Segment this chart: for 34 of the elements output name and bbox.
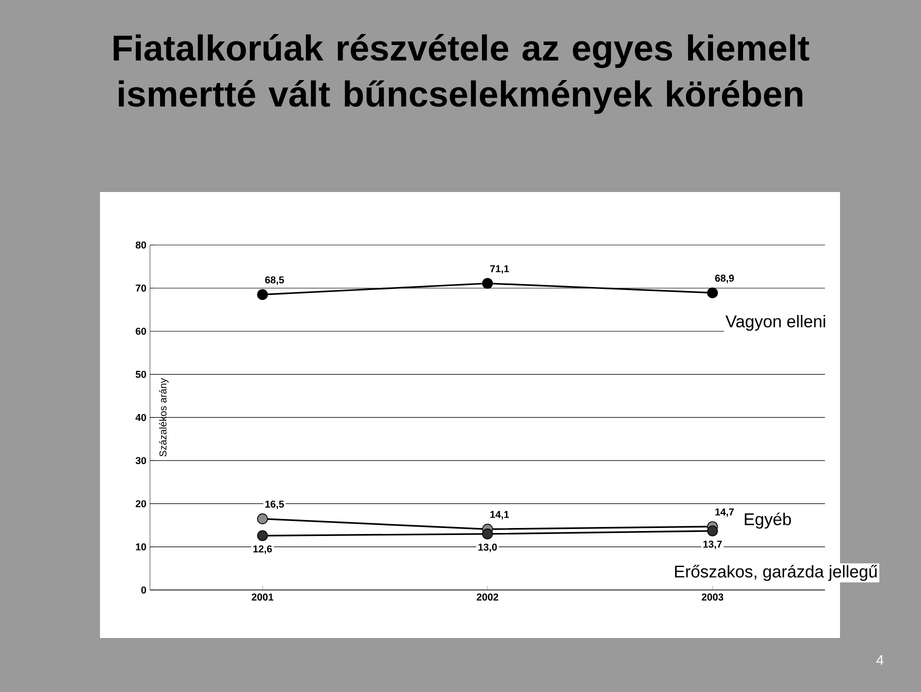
point bbox=[257, 289, 268, 300]
series-label: Erőszakos, garázda jellegű bbox=[675, 564, 878, 581]
y-tick-label: 70 bbox=[136, 284, 146, 292]
x-tick-label: 2001 bbox=[252, 594, 274, 601]
y-tick-label: 0 bbox=[141, 586, 146, 594]
y-tick-label: 40 bbox=[136, 414, 146, 422]
text: 4 bbox=[876, 655, 884, 665]
y-tick-label: 50 bbox=[136, 370, 146, 378]
data-label: 14,7 bbox=[715, 508, 734, 517]
data-label: 71,1 bbox=[490, 265, 509, 274]
y-tick-label: 80 bbox=[136, 241, 146, 249]
x-tick-label: 2003 bbox=[702, 594, 724, 601]
data-label: 12,6 bbox=[253, 545, 272, 554]
data-label: 13,0 bbox=[478, 544, 497, 552]
series-label: Vagyon elleni bbox=[726, 314, 826, 331]
series-label: Egyéb bbox=[744, 512, 791, 529]
x-tick-label: 2002 bbox=[476, 594, 498, 601]
data-label: 68,5 bbox=[265, 276, 284, 285]
y-axis-title: Százalékos arány bbox=[159, 378, 168, 456]
point bbox=[707, 287, 718, 298]
y-tick-label: 10 bbox=[136, 543, 146, 550]
data-label: 68,9 bbox=[715, 274, 734, 284]
chart-title: Fiatalkorúak részvétele az egyes kiemelt ismertté vált bűncselekmények körében bbox=[114, 34, 810, 114]
point bbox=[257, 530, 268, 542]
y-tick-label: 60 bbox=[136, 328, 146, 335]
y-tick-label: 20 bbox=[136, 500, 146, 508]
y-tick-label: 30 bbox=[136, 457, 146, 464]
point bbox=[707, 526, 718, 536]
data-label: 13,7 bbox=[703, 540, 722, 550]
point bbox=[482, 278, 493, 289]
data-label: 14,1 bbox=[490, 511, 509, 520]
point bbox=[257, 513, 268, 524]
data-label: 16,5 bbox=[265, 500, 284, 510]
point bbox=[482, 528, 493, 540]
